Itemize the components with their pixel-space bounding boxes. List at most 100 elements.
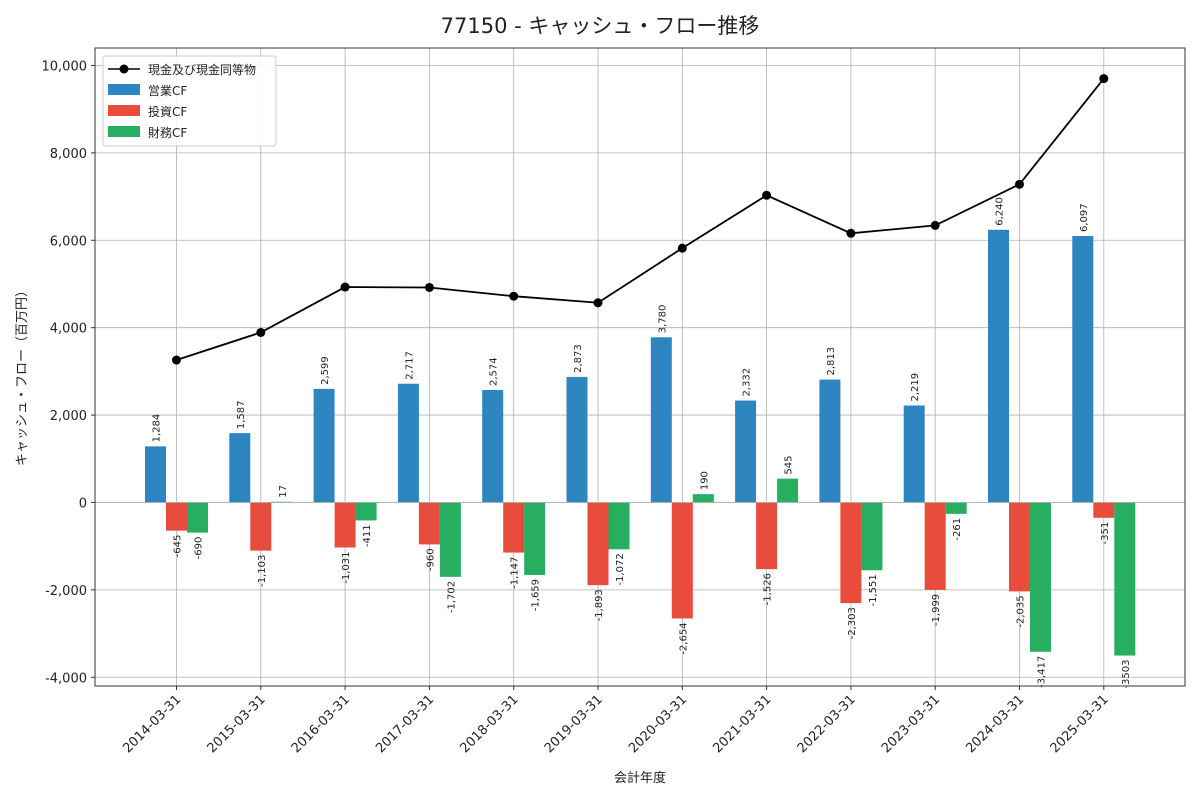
x-tick-label: 2020-03-31 bbox=[626, 692, 690, 756]
y-tick-label: 4,000 bbox=[50, 322, 87, 337]
bar bbox=[608, 502, 630, 550]
bar bbox=[313, 388, 335, 503]
cash-point bbox=[846, 228, 856, 238]
bar bbox=[187, 502, 208, 533]
bar bbox=[566, 376, 588, 503]
value-labels-group: 1,284 1,587 2,599 2,717 2,574 2,873 3,780 2,332… bbox=[152, 197, 1132, 688]
x-tick-label: 2021-03-31 bbox=[710, 692, 774, 756]
legend-label-financing: 財務CF bbox=[148, 125, 187, 140]
value-label: -1,103 bbox=[257, 555, 268, 587]
y-tick-label: -4,000 bbox=[45, 671, 87, 686]
bar bbox=[397, 383, 419, 503]
bar bbox=[903, 405, 925, 503]
value-label: 2,599 bbox=[320, 356, 331, 385]
value-label: -1,147 bbox=[510, 557, 521, 589]
chart-title: 77150 - キャッシュ・フロー推移 bbox=[441, 14, 760, 38]
bar bbox=[166, 502, 187, 531]
y-tick-label: 10,000 bbox=[42, 59, 88, 74]
value-label: -1,893 bbox=[594, 589, 605, 621]
bar bbox=[692, 494, 714, 503]
value-label: 545 bbox=[784, 456, 795, 475]
cash-point bbox=[593, 298, 603, 308]
x-tick-label: 2024-03-31 bbox=[963, 692, 1027, 756]
value-label: 190 bbox=[699, 471, 710, 490]
bar bbox=[418, 502, 440, 545]
bar bbox=[1114, 502, 1136, 656]
bar bbox=[250, 502, 272, 551]
bars-group bbox=[145, 229, 1136, 656]
bar bbox=[819, 379, 841, 503]
bar bbox=[777, 478, 799, 503]
legend-label-operating: 営業CF bbox=[148, 84, 187, 98]
plot-frame bbox=[94, 47, 1186, 687]
bar bbox=[924, 502, 946, 590]
bar bbox=[1009, 502, 1030, 592]
bar bbox=[840, 502, 862, 604]
x-axis-ticks: 2014-03-31 2015-03-31 2016-03-31 2017-03-31… bbox=[120, 686, 1112, 756]
value-label: 1,284 bbox=[152, 414, 163, 443]
value-label: -1,526 bbox=[763, 573, 774, 605]
bar bbox=[587, 502, 609, 586]
legend-line-marker bbox=[119, 64, 129, 74]
bar bbox=[334, 502, 356, 548]
legend-box bbox=[102, 55, 277, 147]
bar bbox=[503, 502, 525, 553]
x-tick-label: 2016-03-31 bbox=[289, 692, 353, 756]
value-label: -1,659 bbox=[531, 579, 542, 611]
value-label: -2,654 bbox=[678, 622, 689, 654]
y-tick-label: 6,000 bbox=[50, 234, 87, 249]
value-label: -3,417 bbox=[1037, 656, 1048, 688]
bar bbox=[1072, 236, 1094, 503]
value-label: 2,219 bbox=[910, 373, 921, 402]
bar bbox=[482, 389, 504, 503]
value-label: -351 bbox=[1100, 522, 1111, 545]
value-label: -411 bbox=[362, 524, 373, 547]
y-tick-label: 8,000 bbox=[50, 147, 87, 162]
legend-swatch-financing bbox=[108, 126, 140, 137]
cash-line bbox=[176, 78, 1105, 361]
bar bbox=[1030, 502, 1051, 652]
bar bbox=[756, 502, 778, 570]
legend-swatch-operating bbox=[108, 84, 140, 95]
cash-point bbox=[340, 282, 350, 292]
x-tick-label: 2017-03-31 bbox=[373, 692, 437, 756]
bar bbox=[524, 502, 546, 575]
value-label: 2,574 bbox=[489, 357, 500, 386]
legend-label-investing: 投資CF bbox=[148, 104, 187, 119]
value-label: -2,035 bbox=[1016, 595, 1027, 627]
legend: 現金及び現金同等物 営業CF 投資CF 財務CF bbox=[102, 55, 277, 147]
bar bbox=[355, 502, 377, 521]
legend-label-cash: 現金及び現金同等物 bbox=[148, 62, 256, 77]
x-tick-label: 2015-03-31 bbox=[205, 692, 269, 756]
value-label: 3,780 bbox=[657, 305, 668, 334]
x-tick-label: 2018-03-31 bbox=[457, 692, 521, 756]
x-tick-label: 2022-03-31 bbox=[795, 692, 859, 756]
bar bbox=[439, 502, 461, 577]
value-label: -1,551 bbox=[868, 574, 879, 606]
value-label: -2,303 bbox=[847, 607, 858, 639]
value-label: 6,240 bbox=[995, 197, 1006, 226]
value-label: -1,702 bbox=[446, 581, 457, 613]
legend-swatch-investing bbox=[108, 105, 140, 116]
bar bbox=[861, 502, 883, 571]
cash-point bbox=[509, 291, 519, 301]
bar bbox=[229, 433, 251, 503]
bar bbox=[945, 502, 967, 514]
value-label: -1,031 bbox=[341, 552, 352, 584]
value-label: -690 bbox=[194, 537, 205, 560]
x-tick-label: 2014-03-31 bbox=[120, 692, 184, 756]
x-tick-label: 2023-03-31 bbox=[879, 692, 943, 756]
cash-point bbox=[1099, 74, 1109, 84]
bar bbox=[145, 446, 166, 503]
cash-point bbox=[256, 327, 266, 337]
y-tick-label: -2,000 bbox=[45, 584, 87, 599]
value-label: -1,999 bbox=[931, 594, 942, 626]
value-label: 2,717 bbox=[404, 351, 415, 380]
value-label: -1,072 bbox=[615, 553, 626, 585]
cash-point bbox=[1015, 179, 1024, 189]
bar bbox=[735, 400, 757, 503]
y-axis-ticks: -4,000 -2,000 0 2,000 4,000 6,000 8,000 10,000 bbox=[42, 59, 95, 686]
bar bbox=[650, 337, 672, 503]
cash-point bbox=[424, 282, 434, 292]
